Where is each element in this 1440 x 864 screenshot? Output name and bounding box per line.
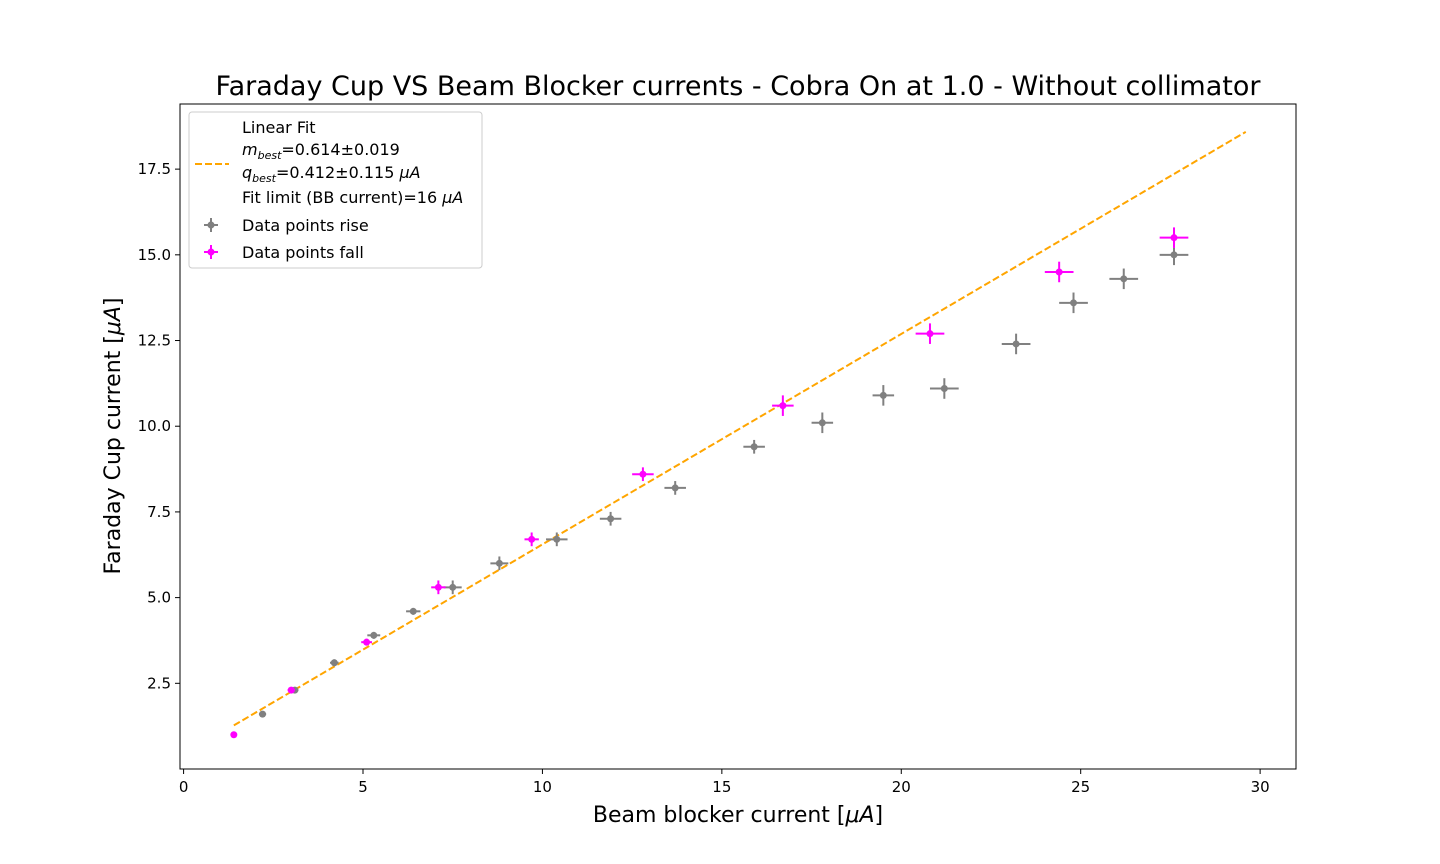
data-point — [743, 439, 765, 454]
y-axis-ticks: 2.5 5.0 7.5 10.0 12.5 15.0 17.5 — [138, 160, 180, 692]
chart-title: Faraday Cup VS Beam Blocker currents - C… — [216, 71, 1262, 102]
x-axis-ticks: 0 5 10 15 20 25 30 — [179, 769, 1270, 796]
point-marker — [287, 686, 295, 694]
x-tick-label: 10 — [533, 778, 552, 796]
y-tick-label: 17.5 — [138, 160, 171, 178]
data-point — [287, 686, 295, 694]
data-point — [929, 378, 959, 399]
point-marker — [230, 731, 238, 739]
y-tick-label: 7.5 — [147, 503, 171, 521]
y-tick-label: 5.0 — [147, 589, 171, 607]
point-marker — [750, 443, 758, 451]
point-marker — [1170, 251, 1178, 259]
x-tick-label: 5 — [358, 778, 368, 796]
data-point — [632, 467, 654, 482]
data-point — [524, 532, 539, 547]
data-point — [1059, 292, 1088, 314]
point-marker — [940, 385, 948, 393]
x-tick-label: 25 — [1071, 778, 1090, 796]
data-point — [1109, 268, 1139, 290]
legend-fit-label: Linear Fit — [242, 118, 316, 137]
x-axis-label: Beam blocker current [μA] — [593, 803, 883, 828]
point-marker — [607, 515, 615, 523]
legend-fit-intercept: qbest=0.412±0.115 μA — [242, 163, 421, 185]
data-point — [664, 481, 686, 495]
fit-layer — [233, 131, 1247, 727]
data-point — [406, 607, 421, 615]
data-point — [367, 631, 381, 639]
point-marker — [449, 583, 457, 591]
y-axis-label: Faraday Cup current [μA] — [101, 298, 126, 575]
x-tick-label: 20 — [892, 778, 911, 796]
plot-area: 0 5 10 15 20 25 30 2.5 5.0 7.5 10.0 12.5 15.0 17.5 — [138, 103, 1297, 796]
data-point — [443, 580, 462, 595]
fit-line — [233, 131, 1247, 727]
y-tick-label: 15.0 — [138, 246, 171, 264]
point-marker — [926, 330, 934, 338]
point-marker — [879, 391, 887, 399]
point-marker — [434, 583, 442, 591]
data-point — [431, 580, 446, 595]
point-marker — [370, 631, 378, 639]
point-marker — [779, 402, 787, 410]
point-marker — [330, 659, 338, 667]
data-point — [1159, 244, 1189, 266]
data-point — [546, 532, 568, 547]
legend-fit-limit: Fit limit (BB current)=16 μA — [242, 188, 463, 207]
data-point — [872, 385, 895, 406]
y-tick-label: 10.0 — [138, 417, 171, 435]
point-marker — [639, 470, 647, 478]
legend: Linear Fit mbest=0.614±0.019 qbest=0.412… — [188, 111, 483, 269]
point-marker — [363, 638, 371, 646]
data-point — [1159, 227, 1189, 248]
data-point — [1001, 333, 1031, 355]
legend-frame — [188, 111, 483, 269]
point-marker — [1055, 268, 1063, 276]
x-tick-label: 0 — [179, 778, 189, 796]
point-marker — [409, 607, 417, 615]
data-point — [772, 395, 794, 416]
data-point — [811, 412, 834, 434]
point-marker — [528, 535, 536, 543]
legend-fit-slope: mbest=0.614±0.019 — [242, 140, 400, 162]
data-point — [490, 556, 509, 571]
data-point — [230, 731, 238, 739]
plot-frame — [179, 103, 1297, 770]
point-marker — [1070, 299, 1078, 307]
data-point — [258, 710, 267, 718]
point-marker — [818, 419, 826, 427]
point-marker — [259, 710, 267, 718]
y-tick-label: 2.5 — [147, 674, 171, 692]
point-marker — [553, 535, 561, 543]
y-tick-label: 12.5 — [138, 332, 171, 350]
x-tick-label: 15 — [712, 778, 731, 796]
legend-rise-swatch — [204, 218, 218, 232]
point-marker — [495, 559, 503, 567]
legend-fall-label: Data points fall — [242, 243, 364, 262]
data-point — [915, 323, 945, 344]
point-marker — [1170, 234, 1178, 242]
x-tick-label: 30 — [1251, 778, 1270, 796]
points-layer — [230, 227, 1189, 739]
point-marker — [1120, 275, 1128, 283]
data-point — [361, 638, 372, 646]
data-point — [1044, 261, 1074, 283]
data-point — [329, 659, 339, 667]
legend-fall-swatch — [204, 245, 218, 259]
series-fall — [230, 227, 1189, 739]
point-marker — [671, 484, 679, 492]
legend-rise-label: Data points rise — [242, 216, 369, 235]
point-marker — [1012, 340, 1020, 348]
data-point — [599, 511, 622, 526]
